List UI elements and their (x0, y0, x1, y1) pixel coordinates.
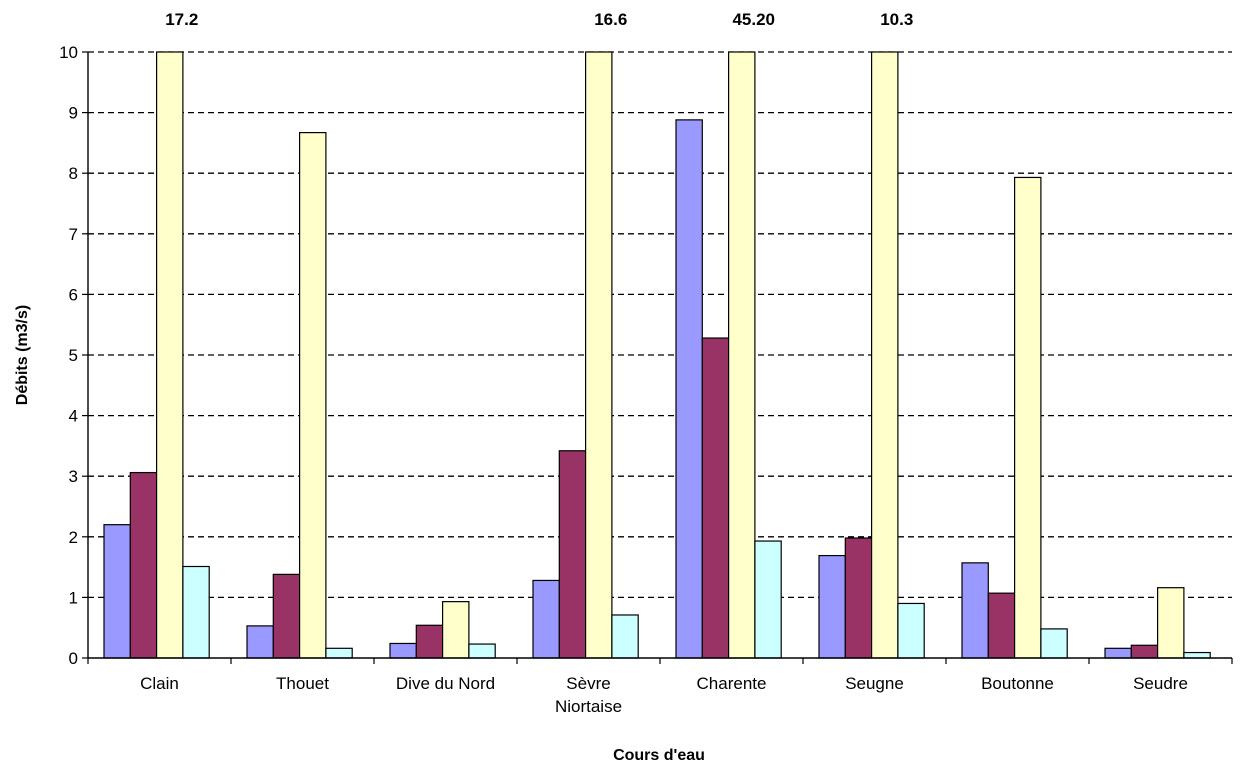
bar (156, 51, 184, 659)
bar (1183, 651, 1211, 659)
bar (1130, 644, 1159, 659)
bar (272, 573, 301, 659)
x-category-label: Dive du Nord (396, 674, 495, 693)
bar (129, 471, 158, 659)
x-category-label: Thouet (276, 674, 329, 693)
y-tick-label: 9 (69, 104, 78, 123)
bar (1104, 647, 1132, 659)
y-tick-label: 3 (69, 467, 78, 486)
x-category-label: Seudre (1133, 674, 1188, 693)
bar (389, 642, 417, 659)
bar (844, 537, 873, 659)
y-tick-label: 5 (69, 346, 78, 365)
x-category-label: Charente (697, 674, 767, 693)
x-category-label: Boutonne (981, 674, 1054, 693)
overflow-value-label: 17.2 (165, 10, 198, 29)
overflow-value-labels: 17.2 16.6 45.20 10.3 (165, 10, 913, 29)
bar (754, 540, 782, 659)
bar (558, 450, 587, 659)
bar (987, 592, 1016, 659)
overflow-value-label: 10.3 (880, 10, 913, 29)
x-axis-title: Cours d'eau (613, 747, 705, 764)
y-tick-label: 1 (69, 588, 78, 607)
bar (325, 647, 353, 659)
bar (182, 565, 210, 659)
bar (675, 119, 703, 659)
y-axis-ticks: 0 1 2 3 4 5 6 7 8 9 10 (59, 43, 78, 668)
bar (818, 554, 846, 659)
bar (299, 131, 327, 659)
gridlines (88, 51, 1232, 599)
overflow-value-label: 16.6 (594, 10, 627, 29)
y-axis-title: Débits (m3/s) (14, 305, 31, 405)
x-category-label: Clain (140, 674, 179, 693)
y-tick-label: 4 (69, 407, 78, 426)
y-tick-label: 8 (69, 164, 78, 183)
bar (611, 614, 639, 659)
x-axis-category-labels: Clain Thouet Dive du Nord Sèvre Niortaise Cha… (140, 674, 1188, 716)
bar (897, 602, 925, 659)
axes (82, 51, 1233, 664)
bar (727, 51, 756, 659)
bar (870, 51, 899, 659)
overflow-value-label: 45.20 (732, 10, 775, 29)
y-tick-label: 10 (59, 43, 78, 62)
bar (468, 643, 496, 659)
x-category-label: Sèvre Niortaise (555, 674, 622, 716)
bar (584, 51, 613, 659)
y-tick-label: 2 (69, 528, 78, 547)
bar (961, 562, 989, 659)
bar (103, 524, 131, 659)
bar (246, 625, 274, 659)
bar (1040, 628, 1068, 659)
x-category-label: Seugne (845, 674, 904, 693)
y-tick-label: 0 (69, 649, 78, 668)
bar (701, 337, 730, 659)
bar (415, 624, 444, 659)
bar (532, 579, 560, 659)
y-tick-label: 7 (69, 225, 78, 244)
bar (1156, 587, 1185, 659)
bar (442, 601, 470, 659)
bar (1013, 176, 1042, 659)
y-tick-label: 6 (69, 285, 78, 304)
